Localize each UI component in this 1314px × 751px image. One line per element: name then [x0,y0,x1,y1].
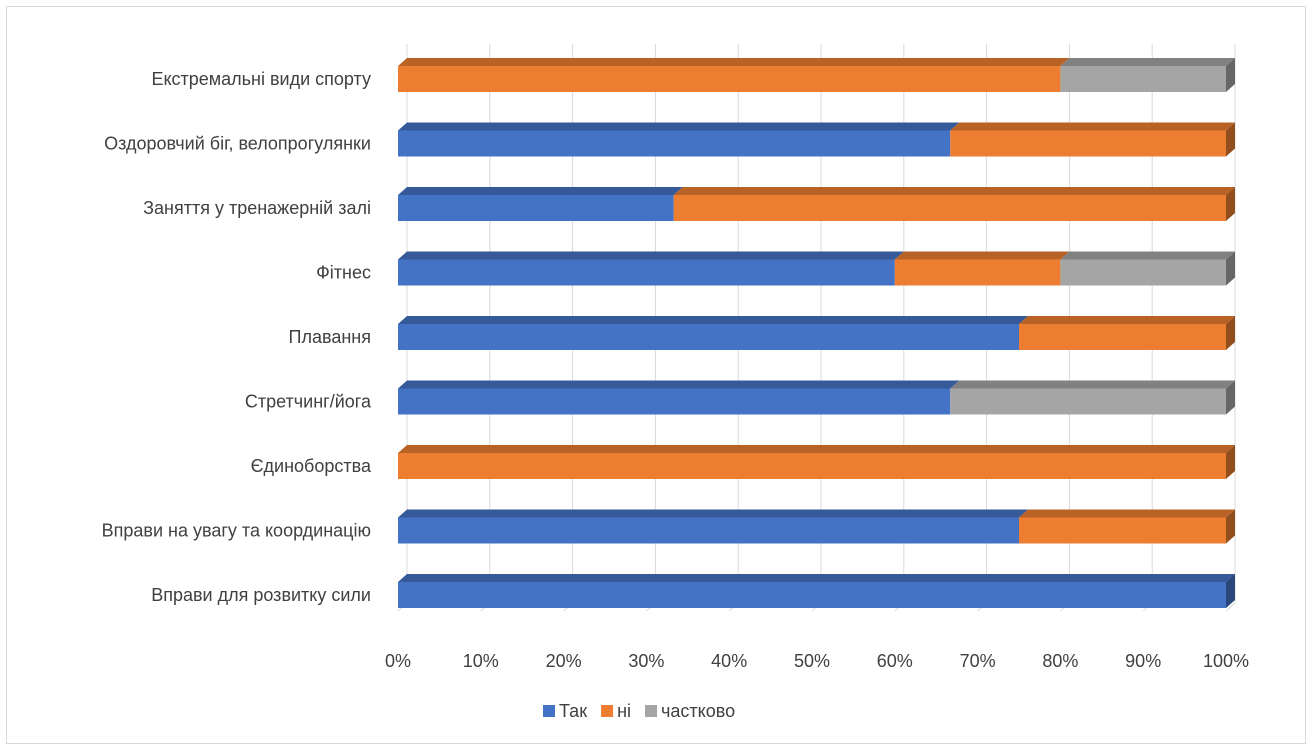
bar-segment [398,445,1235,479]
bar-side-face [1226,316,1235,350]
category-label: Вправи для розвитку сили [151,585,371,605]
x-tick-label: 40% [711,651,747,671]
category-label: Заняття у тренажерній залі [143,198,371,218]
legend-label: частково [661,701,735,721]
category-label: Вправи на увагу та координацію [102,521,371,541]
x-tick-label: 0% [385,651,411,671]
category-label: Плавання [289,327,371,347]
legend-swatch [543,705,555,717]
legend-swatch [645,705,658,717]
bar-segment [1019,509,1235,544]
category-label: Оздоровчий біг, велопрогулянки [104,134,371,154]
bar-segment [398,380,960,415]
bar-side-face [1226,58,1235,92]
bar-segment [1060,251,1235,286]
bar-segment [398,251,904,286]
chart-area: Вправи для розвитку сили Вправи на увагу … [6,6,1306,744]
bar-segment [398,574,1235,608]
bar-side-face [1226,251,1235,286]
legend-swatch [601,705,614,717]
bar-segment [398,187,683,221]
x-tick-label: 30% [628,651,664,671]
category-labels: Вправи для розвитку сили Вправи на увагу … [102,69,372,605]
x-axis-tick-labels: 0% 10% 20% 30% 40% 50% 60% 70% 80% 90% 100% [385,651,1249,671]
x-tick-label: 100% [1203,651,1249,671]
bar-segment [398,509,1028,544]
bar-segment [398,316,1028,350]
x-tick-label: 50% [794,651,830,671]
x-tick-label: 60% [877,651,913,671]
bar-side-face [1226,574,1235,608]
x-tick-label: 70% [960,651,996,671]
category-label: Стретчинг/йога [245,392,372,412]
legend-label: ні [617,701,631,721]
bar-segment [1060,58,1235,92]
bar-side-face [1226,122,1235,157]
stacked-bar-chart: Вправи для розвитку сили Вправи на увагу … [102,44,1249,721]
bar-side-face [1226,380,1235,415]
legend: Так ні частково [543,701,735,721]
bar-segment [673,187,1235,221]
bar-side-face [1226,509,1235,544]
bar-segment [894,251,1070,286]
x-tick-label: 90% [1125,651,1161,671]
category-label: Фітнес [316,263,371,283]
x-tick-label: 20% [546,651,582,671]
legend-item: ні [601,701,631,721]
bar-side-face [1226,187,1235,221]
legend-label: Так [559,701,587,721]
bar-segment [950,380,1235,415]
category-label: Єдиноборства [251,456,372,476]
bar-side-face [1226,445,1235,479]
bar-segment [1019,316,1235,350]
category-label: Екстремальні види спорту [151,69,371,89]
legend-item: частково [645,701,735,721]
bars [398,58,1235,608]
bar-segment [950,122,1235,157]
bar-segment [398,58,1070,92]
x-tick-label: 80% [1042,651,1078,671]
bar-segment [398,122,960,157]
legend-item: Так [543,701,587,721]
x-tick-label: 10% [463,651,499,671]
gridline-depth [1225,602,1236,612]
